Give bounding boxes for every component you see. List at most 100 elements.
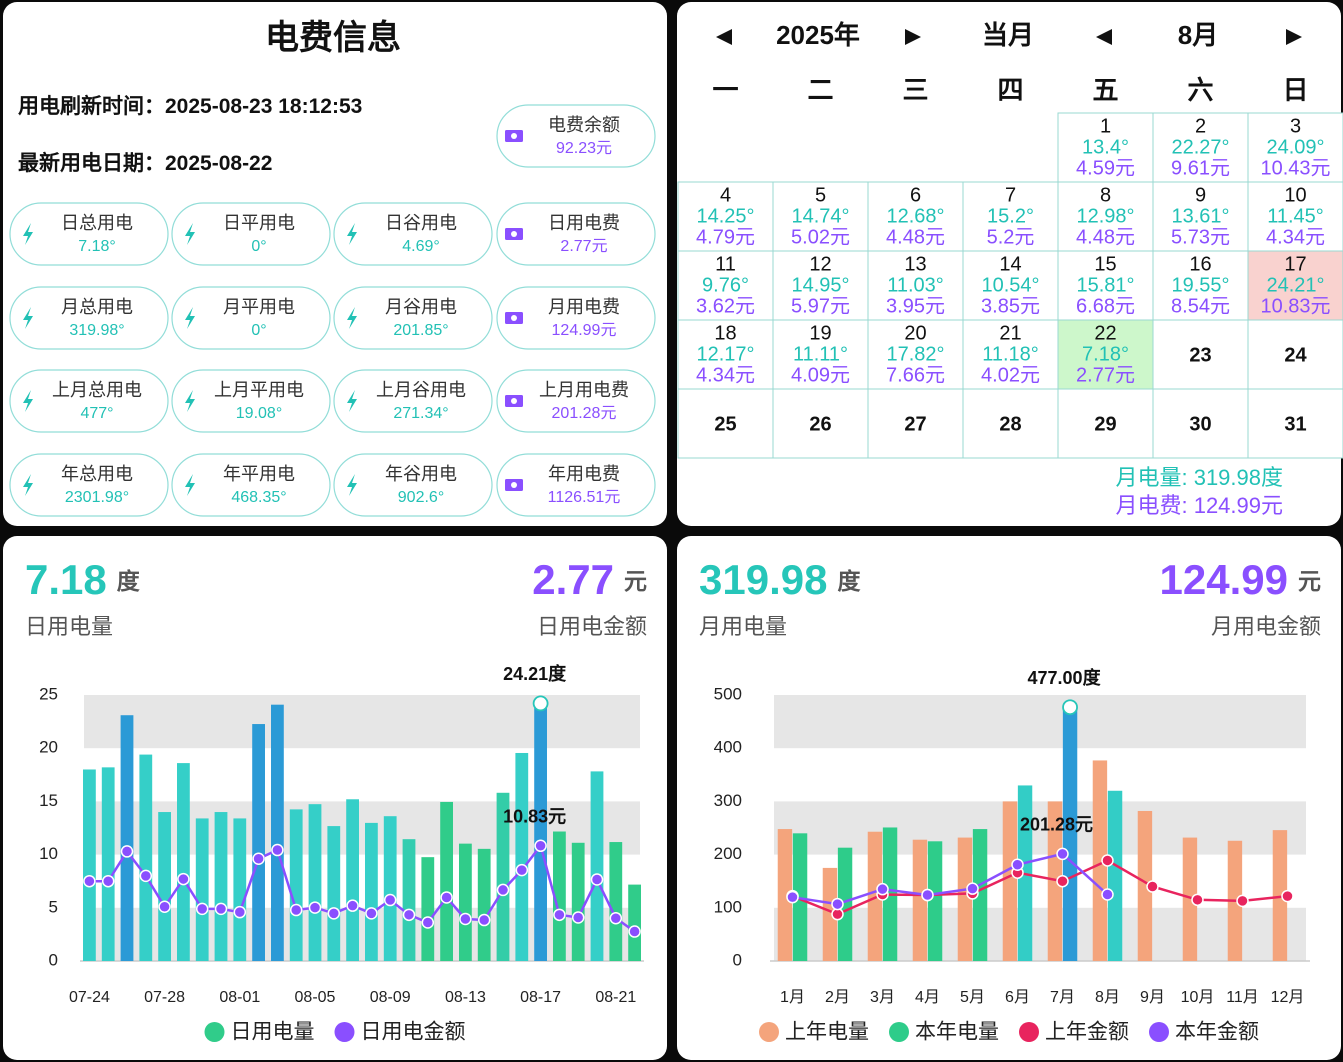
stat-value: 477° [80,405,113,422]
info-value: 2025-08-22 [165,152,272,175]
line-point [1056,847,1069,861]
bar [515,752,529,961]
bar [83,769,96,961]
day-number: 2 [1195,115,1206,137]
day-number: 12 [809,253,831,275]
headline-label: 日用电量 [25,614,113,639]
stat-card [333,286,493,350]
bolt-icon [23,307,33,329]
headline-value: 319.98 [699,556,827,603]
stat-card [171,286,331,350]
day-kwh: 19.55° [1171,274,1229,296]
headline: 319.98 度 [699,556,861,603]
bar [365,822,378,961]
y-tick-label: 300 [714,791,742,810]
day-cell [677,388,774,459]
y-tick-label: 0 [733,950,742,969]
money-icon-dot [511,231,517,237]
headline-unit: 元 [624,568,647,594]
line-point [477,913,491,927]
stat-value: 7.18° [78,238,116,255]
day-number: 7 [1005,184,1016,206]
day-number: 31 [1284,413,1306,435]
bar [496,792,510,961]
x-tick-label: 08-17 [520,989,561,1006]
grid-band [84,695,640,749]
day-number: 18 [714,322,736,344]
stat-card [9,369,169,433]
x-tick-label: 3月 [870,989,895,1006]
day-number: 26 [809,413,831,435]
stat-value: 902.6° [398,489,444,506]
day-kwh: 11.18° [982,343,1039,365]
line-point [496,883,510,897]
stat-label: 日平用电 [223,213,295,233]
day-kwh: 7.18° [1082,343,1129,365]
bar [327,826,341,961]
day-cell [677,319,774,390]
bolt-icon [347,474,357,496]
bar [1047,801,1063,961]
stat-value: 201.85° [393,322,448,339]
bar [289,809,303,961]
bar [1002,801,1018,961]
line-point [1101,854,1114,867]
x-tick-label: 5月 [960,989,985,1006]
next-year[interactable] [905,29,921,45]
line-point [515,863,529,877]
prev-month[interactable] [1096,29,1112,45]
next-month[interactable] [1286,29,1302,45]
x-tick-label: 08-21 [595,989,636,1006]
stat-value: 0° [251,238,266,255]
legend-label: 上年电量 [785,1021,869,1044]
peak-marker [532,695,549,712]
stat-card [496,453,656,517]
day-cost: 10.83元 [1260,295,1330,317]
day-cost: 7.66元 [886,364,945,386]
bar [837,847,853,961]
stat-card [9,202,169,266]
line-point [921,888,934,902]
calendar-mode[interactable]: 当月 [982,20,1034,50]
day-cell [1247,388,1343,459]
info-value: 2025-08-23 18:12:53 [165,95,362,118]
day-cell [962,250,1059,321]
bar [346,799,359,961]
line-point [308,901,322,914]
day-kwh: 14.25° [696,205,754,227]
day-cost: 9.61元 [1171,157,1230,179]
day-cost: 4.48元 [1076,226,1135,248]
line-point [1191,893,1204,907]
legend-swatch [334,1022,355,1042]
bolt-icon [23,390,33,412]
bar [177,763,190,961]
line-point [365,907,378,920]
stat-value: 271.34° [393,405,448,422]
calendar-month: 8月 [1178,20,1218,50]
stat-label: 上月谷用电 [376,380,466,400]
y-tick-label: 15 [39,791,58,810]
money-icon-dot [511,482,517,488]
stat-label: 月用电费 [548,297,620,317]
bolt-icon [347,390,357,412]
x-tick-label: 07-28 [144,989,185,1006]
line-point [289,903,303,917]
stat-value: 2.77元 [560,238,607,255]
day-kwh: 11.03° [887,274,944,296]
info-title: 电费信息 [265,18,401,57]
line-point [383,893,397,907]
prev-year[interactable] [716,29,732,45]
day-cell [1152,112,1249,183]
stat-card [496,286,656,350]
legend-swatch [204,1022,225,1042]
day-cell [772,250,869,321]
day-cell [962,388,1059,459]
line-point [402,908,416,922]
headline: 124.99 元 [1160,556,1321,603]
value-label: 477.00度 [1028,667,1102,688]
y-tick-label: 200 [714,844,742,863]
day-number: 9 [1195,184,1206,206]
day-cell [1247,319,1343,390]
line-point [831,897,844,911]
bar [912,839,928,961]
